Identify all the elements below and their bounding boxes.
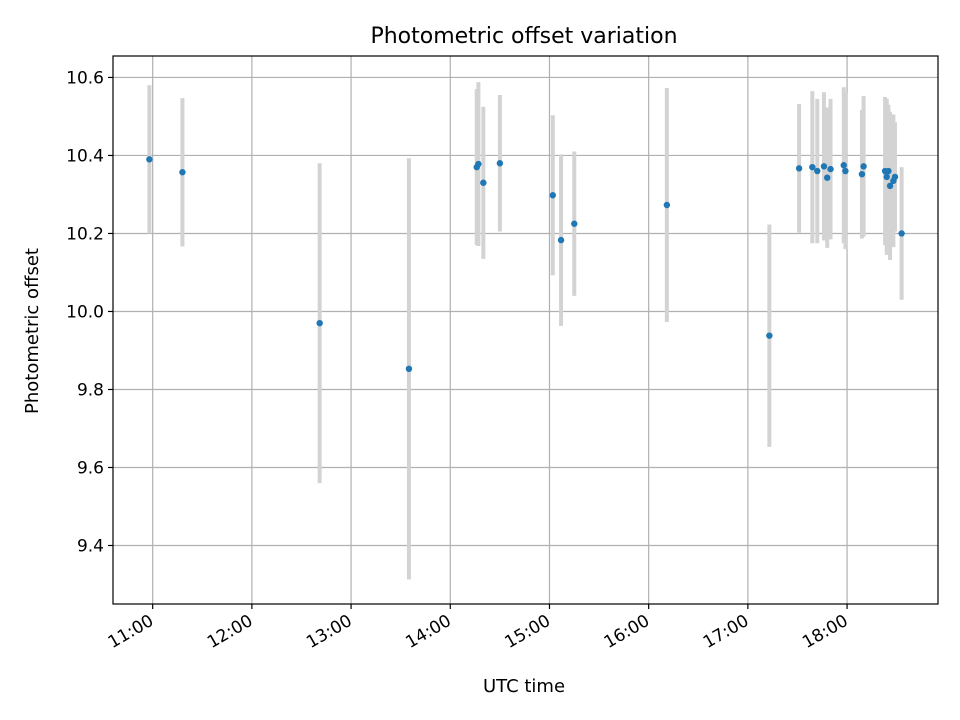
x-axis-label: UTC time <box>483 676 565 697</box>
data-point <box>766 332 773 339</box>
data-point <box>883 173 890 181</box>
data-point <box>898 230 905 237</box>
data-point <box>571 220 578 227</box>
data-point <box>179 169 186 176</box>
data-point <box>886 182 894 190</box>
data-point <box>809 163 816 171</box>
y-tick-label: 9.8 <box>77 380 104 400</box>
data-point <box>824 174 831 181</box>
data-point <box>795 165 803 172</box>
data-point <box>827 165 834 173</box>
plot-frame <box>112 55 939 605</box>
data-point <box>405 365 413 373</box>
y-tick-label: 10.2 <box>66 224 104 244</box>
data-point <box>475 160 482 168</box>
y-tick-label: 9.6 <box>77 458 104 478</box>
data-point <box>842 167 849 175</box>
data-point <box>885 167 892 175</box>
data-point <box>663 201 671 209</box>
data-point <box>814 167 821 175</box>
data-point <box>496 160 504 167</box>
data-point <box>891 173 899 181</box>
data-point <box>820 163 828 170</box>
data-point <box>549 192 556 199</box>
data-point <box>557 236 565 244</box>
chart-title: Photometric offset variation <box>370 24 677 49</box>
data-point <box>316 319 323 327</box>
y-tick-label: 10.4 <box>66 146 104 166</box>
y-axis-label: Photometric offset <box>22 248 43 414</box>
data-point <box>840 162 847 169</box>
data-points <box>146 156 905 373</box>
y-tick-label: 9.4 <box>77 536 104 556</box>
data-point <box>858 170 866 178</box>
y-tick-label: 10.0 <box>66 302 104 322</box>
data-point <box>480 179 487 186</box>
y-axis-ticks: 9.4 9.6 9.8 10.0 10.2 10.4 10.6 <box>66 68 113 556</box>
data-point <box>860 163 867 170</box>
y-tick-label: 10.6 <box>66 68 104 88</box>
data-point <box>146 156 153 163</box>
